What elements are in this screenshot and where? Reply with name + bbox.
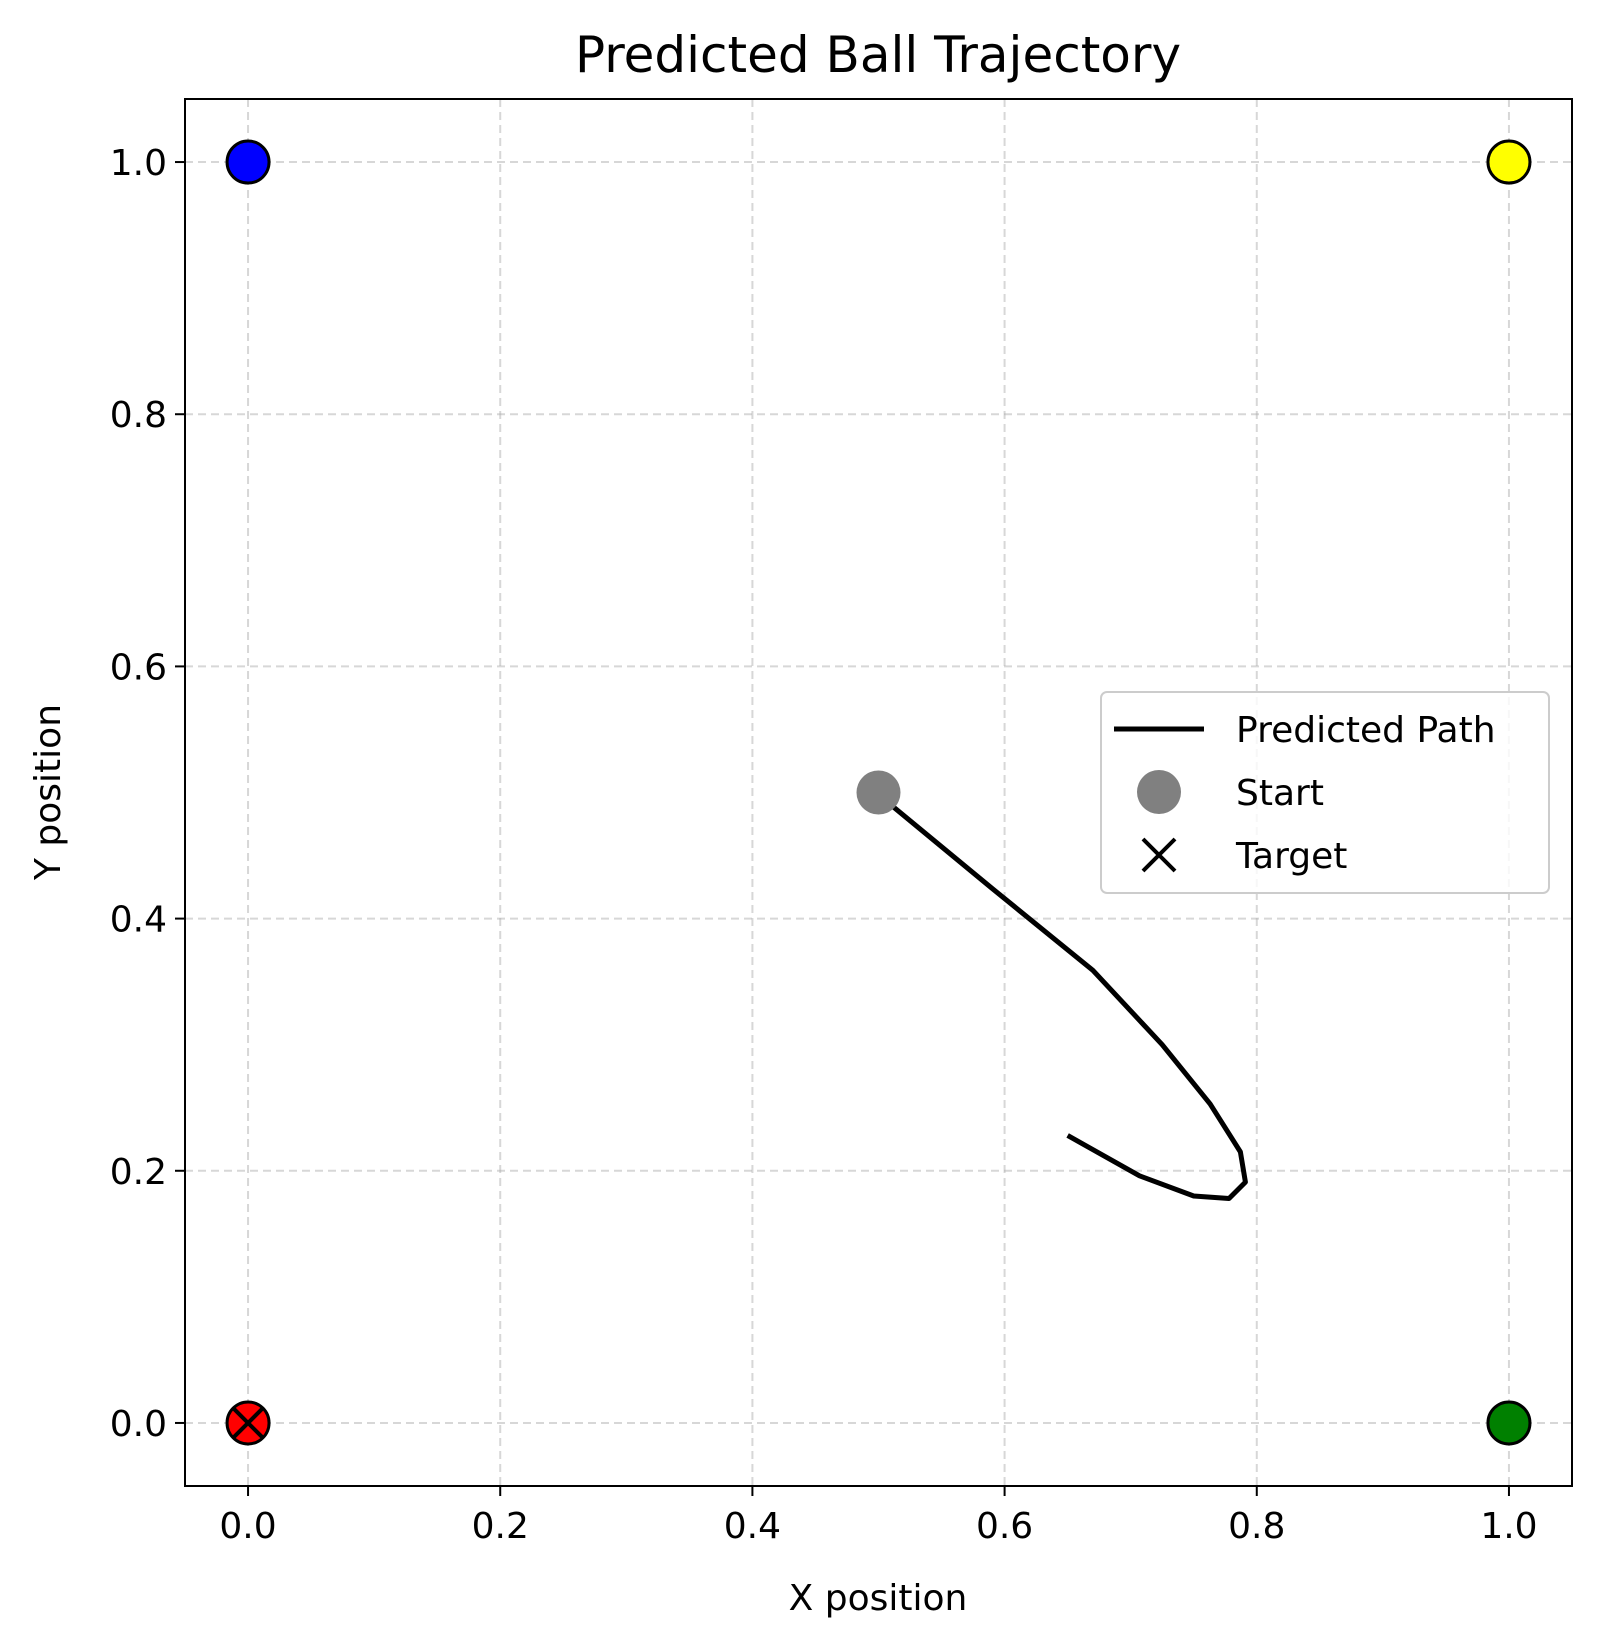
- x-tick-label: 0.4: [724, 1506, 781, 1547]
- y-tick-label: 0.4: [110, 900, 167, 941]
- y-tick-label: 1.0: [110, 143, 167, 184]
- legend-label: Predicted Path: [1236, 710, 1496, 751]
- legend-circle-swatch: [1137, 770, 1181, 814]
- series-layer: [231, 770, 1248, 1440]
- y-tick-label: 0.0: [110, 1404, 167, 1445]
- y-tick-label: 0.2: [110, 1152, 167, 1193]
- corner-marker: [225, 139, 271, 185]
- x-axis-label: X position: [789, 1578, 968, 1619]
- corner-marker: [1486, 139, 1532, 185]
- x-tick-label: 0.6: [976, 1506, 1033, 1547]
- plot-frame: [184, 98, 1573, 1487]
- legend-box: [1100, 691, 1550, 894]
- x-tick-label: 1.0: [1480, 1506, 1537, 1547]
- start-marker: [856, 770, 901, 815]
- legend-label: Start: [1236, 773, 1324, 814]
- y-axis-label: Y position: [28, 704, 69, 881]
- chart-title: Predicted Ball Trajectory: [575, 26, 1181, 84]
- target-marker: [231, 1406, 265, 1440]
- x-tick-label: 0.8: [1228, 1506, 1285, 1547]
- legend: Predicted Path Start Target: [1100, 691, 1550, 894]
- x-tick-label: 0.0: [219, 1506, 276, 1547]
- axis-ticks: 0.0 0.2 0.4 0.6 0.8 1.0 0.0 0.2 0.4 0.6 0.8 1.0: [110, 143, 1538, 1547]
- y-tick-label: 0.8: [110, 395, 167, 436]
- corner-marker: [1486, 1400, 1532, 1446]
- x-tick-label: 0.2: [472, 1506, 529, 1547]
- legend-label: Target: [1235, 836, 1347, 877]
- predicted-path-line: [876, 790, 1248, 1202]
- legend-x-swatch: [1141, 837, 1177, 873]
- y-tick-label: 0.6: [110, 647, 167, 688]
